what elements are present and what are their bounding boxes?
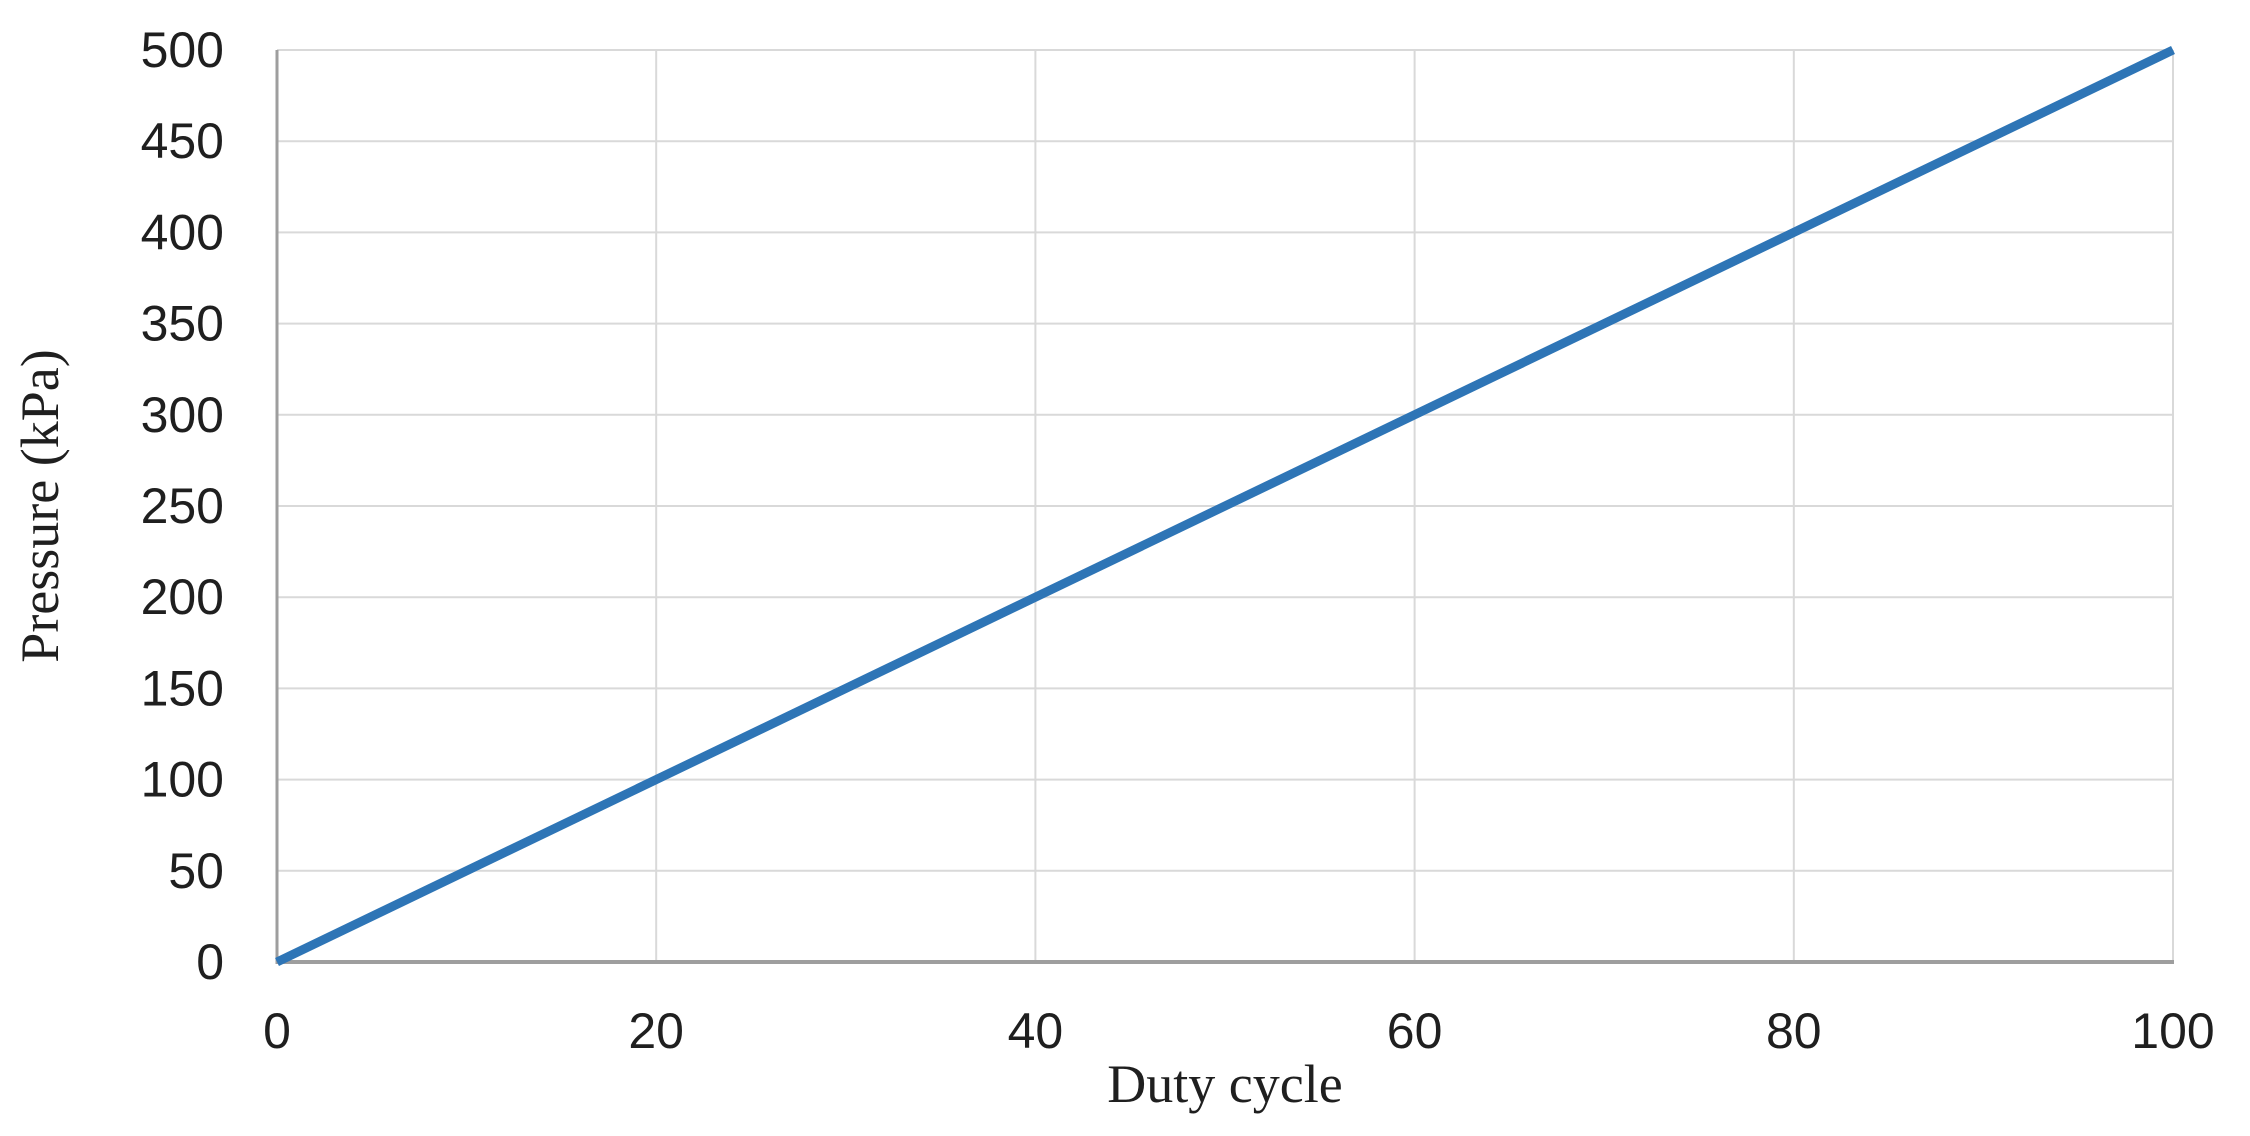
x-tick-label: 0 — [263, 1003, 291, 1059]
y-tick-label: 250 — [141, 478, 224, 534]
series-line — [275, 45, 2175, 967]
y-tick-label: 0 — [196, 934, 224, 990]
x-axis-title: Duty cycle — [1107, 1054, 1342, 1114]
data-series — [275, 45, 2175, 967]
y-tick-label: 150 — [141, 660, 224, 716]
y-axis-title: Pressure (kPa) — [10, 349, 70, 662]
y-tick-label: 100 — [141, 752, 224, 808]
x-tick-label: 60 — [1387, 1003, 1443, 1059]
y-tick-label: 400 — [141, 204, 224, 260]
y-tick-label: 50 — [168, 843, 224, 899]
x-tick-label: 20 — [628, 1003, 684, 1059]
x-tick-label: 40 — [1008, 1003, 1064, 1059]
axis-lines — [275, 50, 2174, 964]
y-tick-label: 500 — [141, 22, 224, 78]
y-tick-label: 350 — [141, 296, 224, 352]
y-tick-label: 450 — [141, 113, 224, 169]
tick-labels: 0 50 100 150 200 250 300 350 400 450 500 0 20 40 60 80 1… — [141, 22, 2215, 1059]
x-tick-label: 100 — [2131, 1003, 2214, 1059]
y-tick-label: 300 — [141, 387, 224, 443]
y-tick-label: 200 — [141, 569, 224, 625]
x-tick-label: 80 — [1766, 1003, 1822, 1059]
